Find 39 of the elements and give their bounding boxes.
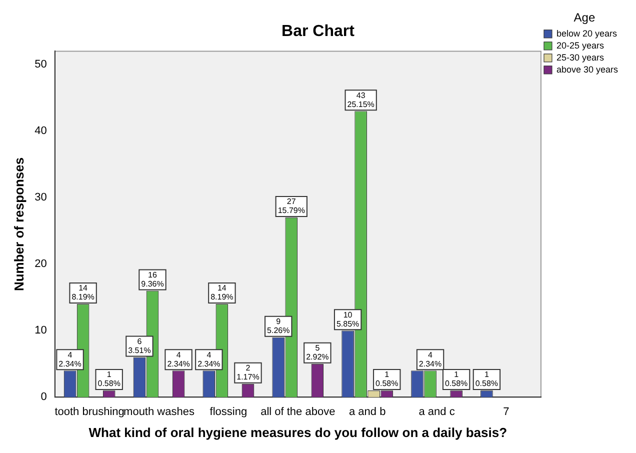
legend-label: below 20 years [556, 28, 618, 38]
data-label: 1 0.58% [376, 370, 398, 388]
x-tick-label: 7 [503, 406, 510, 418]
data-label: 5 2.92% [306, 344, 329, 362]
data-label: 4 2.34% [198, 350, 220, 368]
x-axis-title: What kind of oral hygiene measures do you follow on a daily basis? [88, 424, 508, 440]
data-label: 43 25.15% [347, 90, 374, 109]
data-label: 6 3.51% [128, 336, 151, 355]
x-tick-label: flossing [210, 406, 248, 418]
y-tick-label: 10 [34, 324, 47, 337]
data-label: 16 9.36% [141, 270, 164, 288]
chart-title: Bar Chart [282, 23, 356, 40]
data-label: 10 5.85% [336, 310, 360, 328]
data-label: 2 1.17% [236, 364, 260, 382]
y-tick-label: 0 [40, 391, 47, 404]
data-label: 27 15.79% [278, 197, 305, 216]
data-label: 4 2.34% [418, 350, 442, 368]
legend-label: 20-25 years [556, 40, 604, 50]
data-label: 1 0.58% [444, 370, 468, 388]
data-label: 4 2.34% [58, 350, 82, 368]
data-label: 1 0.58% [475, 370, 498, 388]
data-label: 9 5.26% [267, 317, 290, 336]
y-tick-label: 20 [34, 258, 47, 270]
legend-title: Age [574, 10, 596, 24]
x-tick-label: all of the above [260, 406, 336, 418]
y-tick-label: 50 [34, 58, 47, 71]
legend-label: above 30 years [556, 64, 618, 74]
y-tick-label: 40 [34, 125, 47, 138]
x-tick-label: a and c [418, 406, 456, 418]
data-label: 4 2.34% [167, 350, 190, 368]
y-tick-label: 30 [34, 192, 47, 204]
data-label: 1 0.58% [98, 370, 120, 388]
x-tick-label: tooth brushing [54, 406, 124, 418]
x-tick-label: a and b [348, 406, 386, 418]
y-axis-title: Number of responses [11, 157, 26, 292]
data-label: 14 8.19% [210, 284, 234, 302]
x-tick-label: mouth washes [124, 406, 195, 418]
data-label: 14 8.19% [72, 284, 94, 302]
legend-label: 25-30 years [556, 52, 604, 62]
